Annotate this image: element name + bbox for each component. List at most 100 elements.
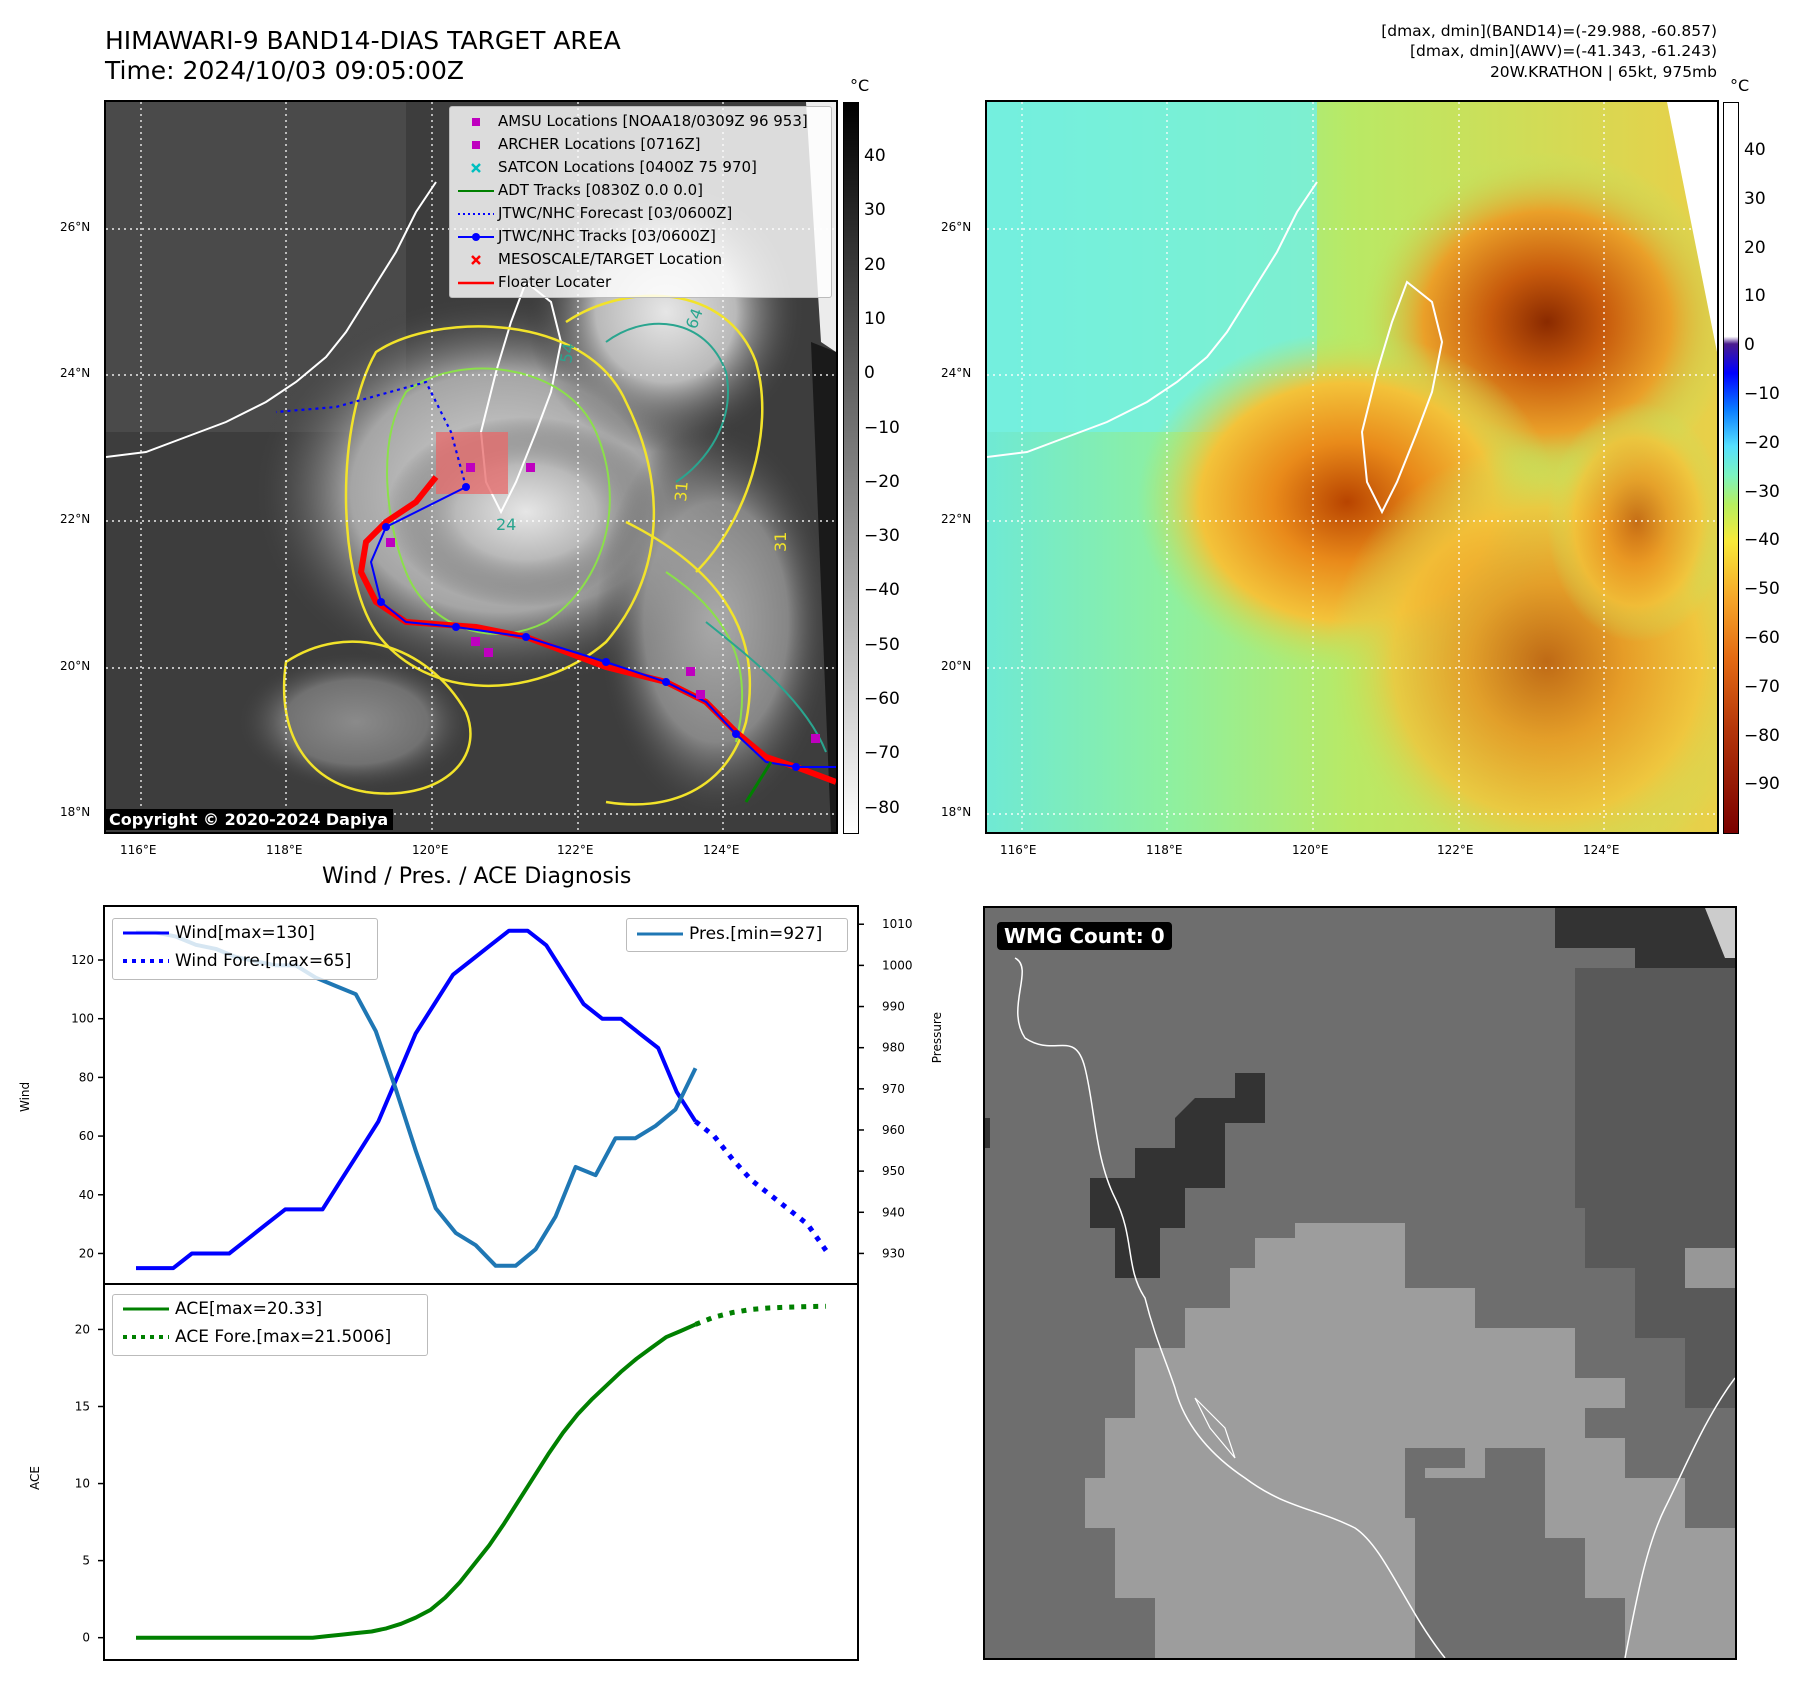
x-marker-icon: [471, 163, 481, 173]
line-dot-marker-icon: [458, 233, 494, 241]
wmg-count-badge: WMG Count: 0: [997, 922, 1172, 950]
colorbar-unit: °C: [1730, 76, 1750, 95]
legend-label: ACE[max=20.33]: [175, 1299, 323, 1319]
chart-title: HIMAWARI-9 BAND14-DIAS TARGET AREA: [105, 26, 621, 55]
lon-label: 120°E: [1292, 843, 1329, 857]
legend-label: AMSU Locations [NOAA18/0309Z 96 953]: [498, 112, 808, 130]
wmg-panel: WMG Count: 0: [983, 906, 1737, 1660]
lon-label: 124°E: [703, 843, 740, 857]
colorbar-unit: °C: [850, 76, 870, 95]
legend-label: Floater Locater: [498, 273, 612, 291]
legend-item-floater: Floater Locater: [450, 271, 831, 294]
colorbar-tick-label: 40: [864, 146, 886, 166]
pressure-tick-label: 1010: [882, 917, 913, 931]
lon-label: 118°E: [266, 843, 303, 857]
legend-label: Pres.[min=927]: [689, 924, 823, 944]
ace-line: [136, 1322, 697, 1640]
pressure-tick-label: 980: [882, 1041, 905, 1055]
pressure-tick-label: 940: [882, 1205, 905, 1219]
lon-label: 122°E: [1437, 843, 1474, 857]
line-marker-icon: [123, 931, 169, 935]
colorbar-tick-label: −50: [864, 634, 900, 655]
diagnosis-title: Wind / Pres. / ACE Diagnosis: [322, 864, 632, 889]
contour-label: 24: [496, 515, 516, 534]
lat-label: 24°N: [941, 366, 972, 380]
colorbar-tick-label: −10: [1744, 384, 1780, 404]
ace-tick-label: 15: [75, 1400, 90, 1414]
legend-label: SATCON Locations [0400Z 75 970]: [498, 158, 757, 176]
wind-tick-label: 40: [79, 1188, 94, 1202]
pressure-tick-label: 960: [882, 1123, 905, 1137]
colorbar-tick-label: 40: [1744, 140, 1766, 160]
legend-label: MESOSCALE/TARGET Location: [498, 250, 723, 268]
colorbar-tick-label: −20: [864, 471, 900, 492]
lat-label: 18°N: [60, 805, 91, 819]
lon-label: 116°E: [120, 843, 157, 857]
legend-label: ACE Fore.[max=21.5006]: [175, 1327, 392, 1347]
lon-label: 116°E: [1000, 843, 1037, 857]
lon-label: 124°E: [1583, 843, 1620, 857]
colorbar-tick-label: −70: [1744, 676, 1780, 697]
info-awv: [dmax, dmin](AWV)=(-41.343, -61.243): [1410, 42, 1717, 60]
colorbar-tick-label: −80: [1744, 725, 1780, 746]
wind-line: [136, 928, 698, 1271]
colorbar-tick-label: 10: [864, 308, 886, 329]
wind-tick-label: 60: [79, 1129, 94, 1143]
wind-tick-label: 120: [71, 953, 94, 967]
pressure-line: [136, 930, 698, 1268]
info-band14: [dmax, dmin](BAND14)=(-29.988, -60.857): [1381, 22, 1717, 40]
colorbar-tick-label: 0: [1744, 335, 1755, 356]
lat-label: 18°N: [941, 805, 972, 819]
legend-label: ADT Tracks [0830Z 0.0 0.0]: [498, 181, 703, 199]
colorbar-tick-label: −70: [864, 743, 900, 764]
dotted-line-icon: [458, 213, 494, 215]
contour-label: 54: [556, 341, 578, 364]
diagnosis-chart: 2040608010012093094095096097098099010001…: [71, 905, 913, 1661]
pressure-tick-label: 930: [882, 1246, 905, 1260]
contour-label: 31: [671, 480, 692, 502]
chart-time: Time: 2024/10/03 09:05:00Z: [105, 56, 464, 85]
wind-legend: Wind[max=130] Wind Fore.[max=65]: [112, 918, 378, 980]
lon-label: 120°E: [412, 843, 449, 857]
legend-label: Wind Fore.[max=65]: [175, 951, 352, 971]
legend-label: ARCHER Locations [0716Z]: [498, 135, 701, 153]
pressure-tick-label: 950: [882, 1164, 905, 1178]
lat-label: 22°N: [941, 512, 972, 526]
contour-label: 31: [771, 532, 790, 552]
dotted-line-icon: [123, 1335, 169, 1339]
legend-item-pressure: Pres.[min=927]: [627, 919, 847, 949]
line-marker-icon: [637, 932, 683, 936]
lat-label: 26°N: [60, 220, 91, 234]
ace-tick-label: 0: [82, 1631, 90, 1645]
ace-plot-frame: [103, 1283, 859, 1661]
info-storm: 20W.KRATHON | 65kt, 975mb: [1489, 63, 1717, 81]
lat-label: 22°N: [60, 512, 91, 526]
wind-forecast-line: [693, 1119, 829, 1252]
colorbar-tick-label: −40: [864, 580, 900, 601]
pressure-tick-label: 990: [882, 1000, 905, 1014]
colorbar-tick-label: −50: [1744, 579, 1780, 600]
legend-item-wind-fore: Wind Fore.[max=65]: [113, 947, 377, 975]
colorbar-tick-label: 0: [864, 363, 875, 384]
colorbar-tick-label: −60: [1744, 628, 1780, 648]
colorbar-tick-label: −20: [1744, 432, 1780, 453]
legend-item-ace-fore: ACE Fore.[max=21.5006]: [113, 1323, 427, 1351]
colorbar-tick-label: −80: [864, 797, 900, 818]
copyright-badge: Copyright © 2020-2024 Dapiya: [106, 809, 394, 830]
ace-tick-label: 5: [82, 1554, 90, 1568]
legend-item-target: MESOSCALE/TARGET Location: [450, 248, 831, 271]
colorbar-tick-label: −10: [864, 417, 900, 438]
colorbar-tick-label: −40: [1744, 530, 1780, 551]
awv-map-panel: [985, 100, 1719, 834]
legend-item-ace: ACE[max=20.33]: [113, 1295, 427, 1323]
colorbar-tick-label: −30: [1744, 481, 1780, 502]
pressure-tick-label: 1000: [882, 958, 913, 972]
ace-tick-label: 10: [75, 1477, 90, 1491]
lat-label: 24°N: [60, 366, 91, 380]
dotted-line-icon: [123, 959, 169, 963]
line-marker-icon: [458, 190, 494, 192]
ir-colorbar: [843, 102, 859, 834]
lon-label: 122°E: [557, 843, 594, 857]
ace-tick-label: 20: [75, 1322, 90, 1336]
legend-item-adt: ADT Tracks [0830Z 0.0 0.0]: [450, 179, 831, 202]
